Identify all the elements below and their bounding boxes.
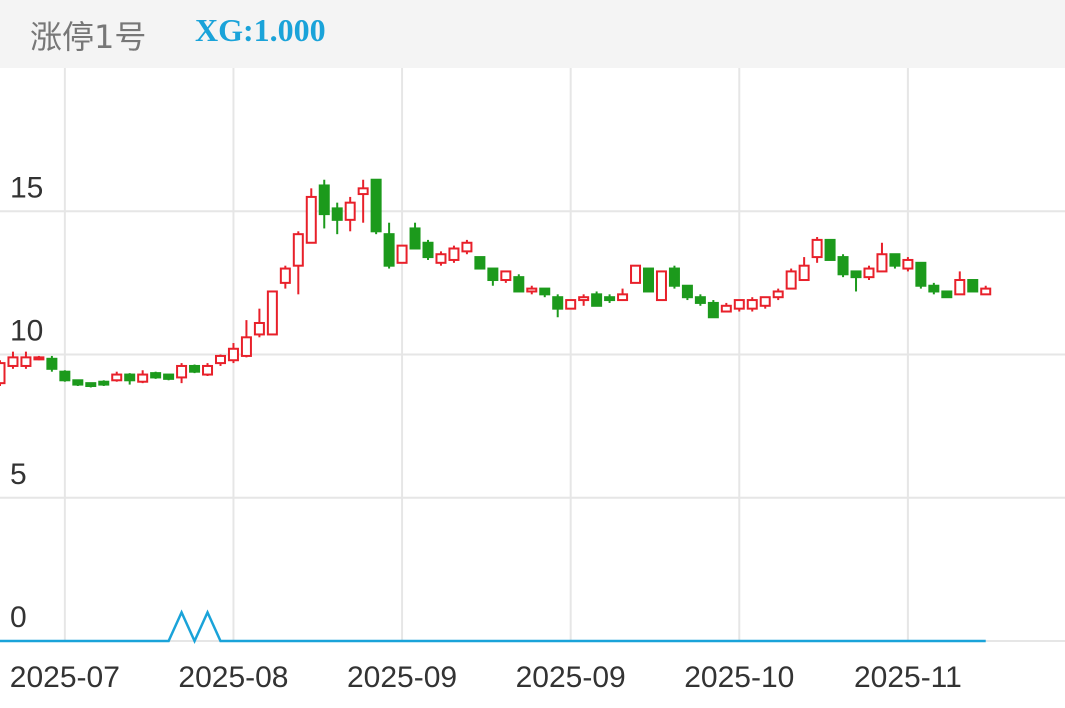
candle-body	[655, 270, 667, 302]
candle-body	[811, 238, 823, 259]
candle-body	[111, 373, 123, 382]
indicator-line	[0, 609, 986, 645]
indicator-name: 涨停1号	[30, 18, 147, 56]
candle-body	[461, 241, 473, 253]
candle-body	[7, 356, 19, 367]
candle-body	[746, 299, 758, 310]
candle-body	[214, 354, 226, 365]
candle-body	[941, 290, 953, 299]
candle-body	[876, 253, 888, 273]
candle-body	[617, 293, 629, 302]
candle-body	[227, 347, 239, 362]
x-tick-label: 2025-09	[347, 661, 457, 694]
candle-body	[176, 364, 188, 379]
candle-body	[733, 299, 745, 310]
candle-body	[202, 364, 214, 376]
candle-body	[759, 296, 771, 307]
candle-body	[448, 247, 460, 261]
candle-body	[435, 253, 447, 264]
candle-body	[863, 267, 875, 279]
candle-body	[785, 270, 797, 290]
candle-body	[980, 287, 992, 296]
candle-body	[370, 178, 382, 233]
candle-body	[928, 284, 940, 293]
candle-body	[266, 290, 278, 336]
candle-body	[720, 304, 732, 313]
candle-body	[487, 267, 499, 282]
candle-body	[189, 364, 201, 373]
y-tick-label: 15	[10, 171, 43, 204]
candle-body	[681, 284, 693, 299]
x-tick-label: 2025-10	[684, 661, 794, 694]
candle-body	[694, 296, 706, 304]
x-tick-label: 2025-11	[854, 661, 962, 694]
candle-body	[565, 299, 577, 310]
candle-body	[772, 290, 784, 299]
y-tick-label: 10	[10, 315, 43, 348]
y-tick-label: 0	[10, 601, 27, 634]
candle-body	[150, 372, 162, 379]
candle-body	[33, 356, 45, 361]
candle-body	[902, 258, 914, 270]
x-tick-label: 2025-09	[516, 661, 626, 694]
candle-body	[396, 244, 408, 264]
candle-body	[163, 373, 175, 380]
candle-body	[915, 261, 927, 287]
candle-body	[604, 296, 616, 302]
candle-body	[59, 370, 71, 382]
candle-body	[539, 287, 551, 296]
candle-body	[305, 195, 317, 244]
candle-body	[279, 267, 291, 284]
candle-body	[513, 276, 525, 293]
candle-body	[98, 380, 110, 386]
candle-body	[292, 233, 304, 267]
candle-body	[967, 279, 979, 293]
indicator-value: XG:1.000	[195, 12, 326, 48]
candle-body	[240, 336, 252, 357]
candle-body	[20, 356, 32, 367]
candle-body	[824, 238, 836, 261]
x-tick-label: 2025-07	[10, 661, 120, 694]
candle-body	[889, 253, 901, 267]
candle-body	[707, 301, 719, 319]
candle-body	[72, 379, 84, 386]
candle-body	[331, 207, 343, 221]
x-tick-label: 2025-08	[178, 661, 288, 694]
candle-body	[850, 270, 862, 279]
candle-body	[0, 362, 6, 385]
candle-body	[383, 233, 395, 267]
candle-body	[500, 270, 512, 282]
candle-body	[318, 184, 330, 216]
candle-body	[344, 201, 356, 221]
candle-body	[409, 227, 421, 250]
y-tick-label: 5	[10, 458, 27, 491]
candle-body	[357, 187, 369, 196]
candle-body	[253, 321, 265, 336]
candle-body	[954, 279, 966, 296]
candle-body	[643, 267, 654, 293]
candle-body	[526, 287, 538, 293]
candle-body	[422, 241, 434, 259]
candle-body	[137, 373, 149, 383]
indicator-header: 涨停1号 XG:1.000	[0, 0, 1065, 68]
candle-body	[591, 293, 603, 307]
candle-body	[668, 267, 680, 287]
candle-body	[46, 357, 58, 370]
candle-body	[798, 264, 810, 282]
candle-body	[124, 373, 136, 382]
candle-body	[552, 296, 564, 310]
candle-body	[578, 296, 590, 302]
candle-body	[85, 382, 97, 388]
candle-body	[630, 264, 642, 284]
candle-body	[474, 256, 486, 270]
candle-body	[837, 256, 849, 276]
